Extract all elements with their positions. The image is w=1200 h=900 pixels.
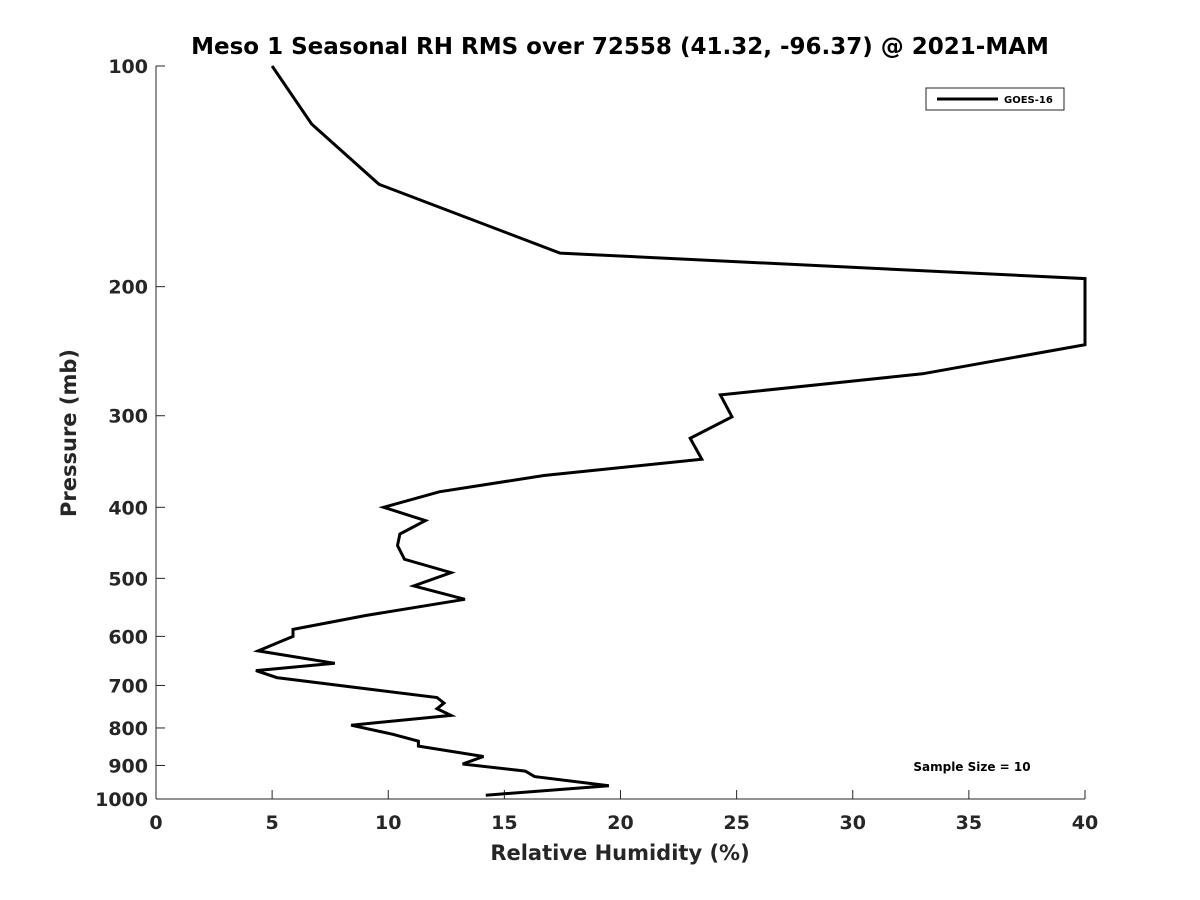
plot-area — [252, 65, 1087, 797]
y-tick-label: 1000 — [95, 789, 148, 811]
x-tick-label: 40 — [1072, 812, 1098, 834]
x-tick-label: 5 — [266, 812, 279, 834]
x-tick-label: 15 — [491, 812, 517, 834]
x-tick-label: 35 — [956, 812, 982, 834]
y-tick-label: 100 — [108, 56, 148, 78]
x-tick-label: 25 — [723, 812, 749, 834]
y-tick-label: 600 — [108, 626, 148, 648]
y-tick-label: 700 — [108, 675, 148, 697]
y-axis-label: Pressure (mb) — [57, 349, 81, 517]
legend-label: GOES-16 — [1004, 95, 1053, 106]
x-tick-label: 10 — [375, 812, 401, 834]
y-tick-label: 400 — [108, 497, 148, 519]
x-tick-label: 20 — [607, 812, 633, 834]
x-tick-label: 0 — [149, 812, 162, 834]
y-tick-label: 900 — [108, 755, 148, 777]
y-tick-label: 300 — [108, 406, 148, 428]
y-tick-label: 800 — [108, 718, 148, 740]
y-tick-label: 500 — [108, 568, 148, 590]
legend: GOES-16 — [925, 87, 1065, 111]
y-tick-label: 200 — [108, 277, 148, 299]
sample-size-annotation: Sample Size = 10 — [913, 760, 1030, 774]
axes: 0 5 10 15 20 25 30 35 40 100 200 300 400 500 600 700 800… — [95, 56, 1098, 834]
x-tick-label: 30 — [840, 812, 866, 834]
chart-title: Meso 1 Seasonal RH RMS over 72558 (41.32… — [191, 34, 1049, 60]
series-line-goes-16 — [252, 65, 1087, 797]
x-axis-label: Relative Humidity (%) — [490, 841, 749, 865]
